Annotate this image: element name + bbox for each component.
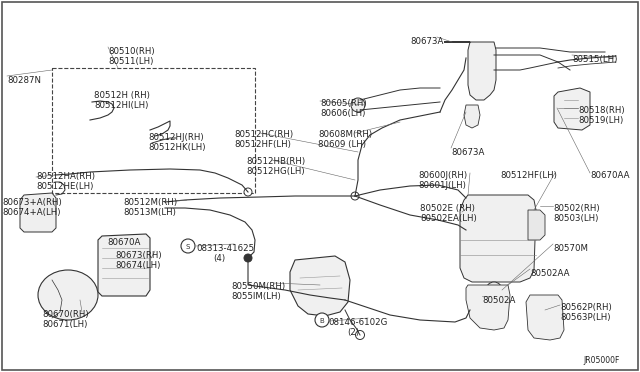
- Text: 80502A: 80502A: [482, 296, 515, 305]
- Polygon shape: [20, 193, 56, 232]
- Text: 80502AA: 80502AA: [530, 269, 570, 278]
- Text: 80287N: 80287N: [7, 76, 41, 85]
- Text: 08146-6102G: 08146-6102G: [328, 318, 387, 327]
- Text: 80673+A(RH): 80673+A(RH): [2, 198, 61, 207]
- Text: B: B: [319, 318, 324, 324]
- Text: 80512HF(LH): 80512HF(LH): [500, 171, 557, 180]
- Text: 80512HE(LH): 80512HE(LH): [36, 182, 93, 191]
- Polygon shape: [464, 105, 480, 128]
- Text: JR05000F: JR05000F: [584, 356, 620, 365]
- Text: 80673(RH): 80673(RH): [115, 251, 162, 260]
- Text: 80512HJ(RH): 80512HJ(RH): [148, 133, 204, 142]
- Text: 80503(LH): 80503(LH): [553, 214, 598, 223]
- Circle shape: [244, 188, 252, 196]
- Text: 80512H (RH): 80512H (RH): [94, 91, 150, 100]
- Text: 80674(LH): 80674(LH): [115, 261, 161, 270]
- Text: 80671(LH): 80671(LH): [42, 320, 88, 329]
- Text: 80674+A(LH): 80674+A(LH): [2, 208, 61, 217]
- Text: 80502EA(LH): 80502EA(LH): [420, 214, 477, 223]
- Text: 80518(RH): 80518(RH): [578, 106, 625, 115]
- Circle shape: [351, 98, 365, 112]
- Text: 80570M: 80570M: [553, 244, 588, 253]
- Text: 8055lM(LH): 8055lM(LH): [231, 292, 281, 301]
- Circle shape: [315, 313, 329, 327]
- Text: S: S: [186, 244, 190, 250]
- Bar: [52, 68, 255, 193]
- Text: 80512HC(RH): 80512HC(RH): [234, 130, 293, 139]
- Polygon shape: [554, 88, 590, 130]
- Text: 80673A: 80673A: [451, 148, 484, 157]
- Text: 80512HK(LH): 80512HK(LH): [148, 143, 205, 152]
- Text: 80609 (LH): 80609 (LH): [318, 140, 366, 149]
- Text: 80502(RH): 80502(RH): [553, 204, 600, 213]
- Text: 80512HB(RH): 80512HB(RH): [246, 157, 305, 166]
- Text: 80562P(RH): 80562P(RH): [560, 303, 612, 312]
- Circle shape: [181, 239, 195, 253]
- Polygon shape: [466, 285, 510, 330]
- Text: 80605(RH): 80605(RH): [320, 99, 367, 108]
- Text: 80673A: 80673A: [410, 37, 444, 46]
- Polygon shape: [528, 210, 545, 240]
- Polygon shape: [460, 195, 536, 282]
- Text: 80512HI(LH): 80512HI(LH): [94, 101, 148, 110]
- Text: (4): (4): [213, 254, 225, 263]
- Text: 80515(LH): 80515(LH): [572, 55, 618, 64]
- Text: 80563P(LH): 80563P(LH): [560, 313, 611, 322]
- Text: 80608M(RH): 80608M(RH): [318, 130, 372, 139]
- Text: 80606(LH): 80606(LH): [320, 109, 365, 118]
- Polygon shape: [290, 256, 350, 316]
- Text: 08313-41625: 08313-41625: [196, 244, 254, 253]
- Text: 80512HG(LH): 80512HG(LH): [246, 167, 305, 176]
- Polygon shape: [444, 42, 496, 100]
- Text: 80513M(LH): 80513M(LH): [123, 208, 176, 217]
- Text: (2): (2): [347, 328, 359, 337]
- Text: 80601J(LH): 80601J(LH): [418, 181, 466, 190]
- Circle shape: [355, 330, 365, 340]
- Polygon shape: [526, 295, 564, 340]
- Polygon shape: [98, 234, 150, 296]
- Text: 80512HA(RH): 80512HA(RH): [36, 172, 95, 181]
- Text: 80512HF(LH): 80512HF(LH): [234, 140, 291, 149]
- Circle shape: [244, 254, 252, 262]
- Text: 80512M(RH): 80512M(RH): [123, 198, 177, 207]
- Text: 80600J(RH): 80600J(RH): [418, 171, 467, 180]
- Text: 80670AA: 80670AA: [590, 171, 630, 180]
- Text: 80670A: 80670A: [107, 238, 140, 247]
- Ellipse shape: [38, 270, 98, 320]
- Text: 80511(LH): 80511(LH): [108, 57, 154, 66]
- Text: 80550M(RH): 80550M(RH): [231, 282, 285, 291]
- Text: 80502E (RH): 80502E (RH): [420, 204, 475, 213]
- Text: 80519(LH): 80519(LH): [578, 116, 623, 125]
- Text: 80670(RH): 80670(RH): [42, 310, 88, 319]
- Circle shape: [486, 282, 502, 298]
- Circle shape: [351, 192, 359, 200]
- Text: 80510(RH): 80510(RH): [108, 47, 155, 56]
